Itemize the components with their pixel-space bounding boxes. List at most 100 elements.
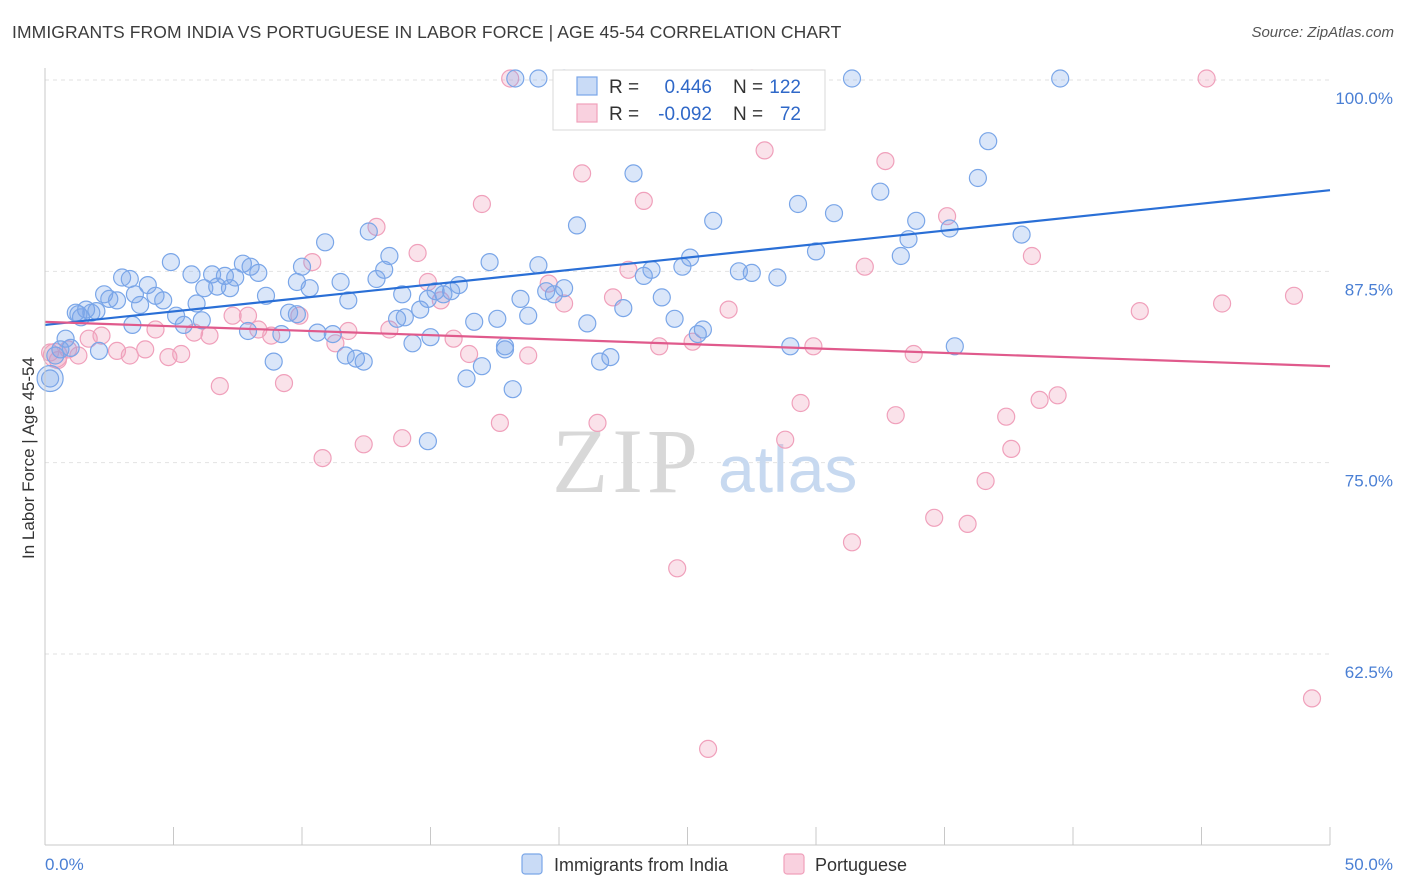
point-india	[380, 246, 399, 266]
point-portuguese	[490, 413, 509, 432]
watermark-atlas: atlas	[718, 432, 857, 506]
bottom-legend-label-india: Immigrants from India	[554, 855, 729, 875]
bottom-legend: Immigrants from India Portuguese	[521, 853, 907, 875]
point-india	[693, 320, 713, 339]
point-india	[824, 204, 844, 223]
point-india	[375, 260, 394, 279]
series-india	[36, 69, 1070, 451]
point-portuguese	[791, 393, 810, 413]
point-india	[457, 369, 476, 388]
x-tick-label-max: 50.0%	[1345, 855, 1393, 874]
point-india	[238, 321, 258, 341]
point-india	[945, 337, 964, 356]
point-india	[40, 369, 60, 388]
point-india	[125, 285, 144, 304]
point-portuguese	[69, 346, 88, 365]
point-portuguese	[1002, 439, 1021, 458]
point-india	[806, 242, 826, 261]
point-portuguese	[904, 344, 923, 364]
point-portuguese	[120, 346, 139, 365]
bottom-legend-label-portuguese: Portuguese	[815, 855, 907, 875]
point-india	[968, 168, 988, 188]
point-portuguese	[92, 326, 111, 345]
point-portuguese	[472, 194, 491, 214]
point-portuguese	[1048, 386, 1067, 405]
point-india	[292, 257, 312, 276]
point-india	[226, 268, 245, 287]
point-india	[554, 279, 574, 298]
point-portuguese	[698, 739, 718, 759]
point-portuguese	[554, 294, 574, 313]
point-india	[154, 291, 173, 310]
point-portuguese	[393, 429, 412, 448]
x-tick-label-min: 0.0%	[45, 855, 84, 874]
point-portuguese	[210, 377, 229, 396]
point-india	[256, 286, 276, 305]
point-india	[907, 211, 926, 230]
point-india	[529, 69, 548, 88]
point-india	[614, 299, 633, 318]
point-portuguese	[200, 326, 219, 345]
point-india	[891, 246, 910, 266]
point-india	[107, 291, 127, 310]
y-axis-label: In Labor Force | Age 45-54	[19, 357, 38, 559]
point-india	[578, 314, 597, 333]
point-portuguese	[855, 257, 874, 276]
point-india	[511, 289, 530, 308]
point-portuguese	[876, 152, 895, 171]
point-india	[449, 276, 468, 295]
point-portuguese	[719, 300, 738, 319]
y-tick-label: 100.0%	[1335, 89, 1393, 108]
point-india	[567, 216, 587, 235]
point-india	[264, 352, 283, 371]
point-portuguese	[274, 374, 294, 393]
trendline-india	[44, 189, 1331, 327]
trendline-portuguese	[44, 320, 1331, 368]
point-india	[642, 260, 661, 279]
point-portuguese	[146, 320, 165, 339]
point-india	[300, 279, 319, 298]
legend-swatch-india	[576, 76, 598, 96]
point-india	[220, 279, 240, 298]
point-india	[308, 323, 327, 342]
point-india-large	[36, 364, 64, 393]
point-portuguese	[1284, 286, 1304, 305]
point-india	[100, 289, 119, 308]
point-india	[249, 263, 268, 282]
point-portuguese	[136, 340, 155, 359]
point-portuguese	[223, 306, 242, 325]
point-india	[472, 357, 491, 376]
legend-n-label-india: N =	[733, 77, 763, 98]
point-india	[359, 222, 378, 241]
legend-swatch-portuguese	[576, 103, 598, 123]
point-india	[421, 328, 440, 347]
point-portuguese	[634, 191, 653, 210]
series-portuguese	[40, 69, 1322, 759]
point-portuguese	[668, 559, 687, 578]
point-india	[131, 295, 150, 315]
legend-frame	[552, 69, 826, 131]
point-india	[665, 309, 684, 328]
point-india	[495, 337, 515, 356]
point-india	[339, 291, 358, 310]
point-portuguese	[886, 406, 905, 425]
legend-r-label-portuguese: R =	[609, 104, 639, 125]
point-india	[480, 253, 499, 272]
legend-n-label-portuguese: N =	[733, 104, 763, 125]
point-portuguese	[755, 141, 774, 160]
point-portuguese	[460, 344, 479, 364]
point-india	[56, 329, 75, 348]
point-india	[529, 256, 548, 275]
point-india	[519, 306, 538, 325]
point-portuguese	[1022, 246, 1042, 266]
point-india	[465, 312, 484, 331]
point-india	[652, 288, 671, 307]
point-india	[354, 352, 373, 371]
x-axis-ticks	[44, 827, 1331, 845]
point-portuguese	[238, 306, 258, 325]
point-portuguese	[650, 337, 669, 356]
point-india	[87, 302, 106, 321]
chart-title: IMMIGRANTS FROM INDIA VS PORTUGUESE IN L…	[12, 22, 842, 42]
point-india	[788, 194, 808, 214]
gridlines	[45, 79, 1330, 655]
